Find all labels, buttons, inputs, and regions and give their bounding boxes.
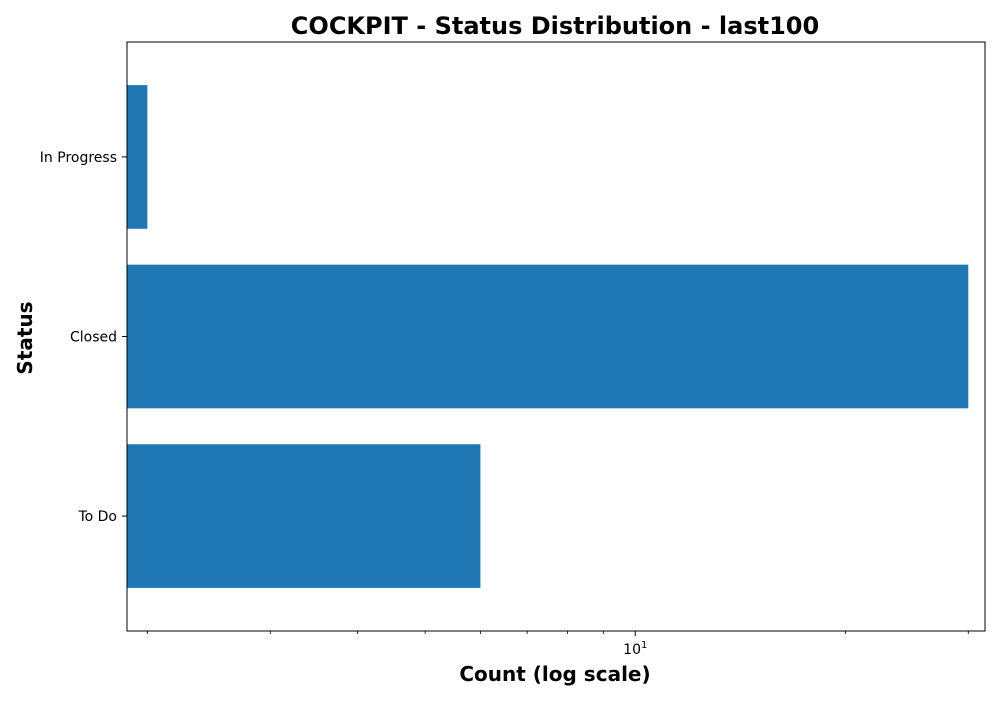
plot-area: To Do Closed In Progress 101 [40, 41, 986, 658]
axes-frame [126, 41, 986, 632]
bar-in-progress [127, 85, 148, 229]
y-axis-label: Status [13, 301, 37, 374]
bar-to-do [127, 444, 481, 588]
x-axis-label: Count (log scale) [459, 662, 650, 686]
x-tick-label: 101 [623, 640, 647, 658]
y-tick-label: To Do [77, 509, 117, 525]
bar-closed [127, 264, 969, 409]
y-tick-label: Closed [70, 330, 117, 346]
y-tick-label: In Progress [40, 150, 117, 166]
chart-title: COCKPIT - Status Distribution - last100 [291, 12, 819, 40]
